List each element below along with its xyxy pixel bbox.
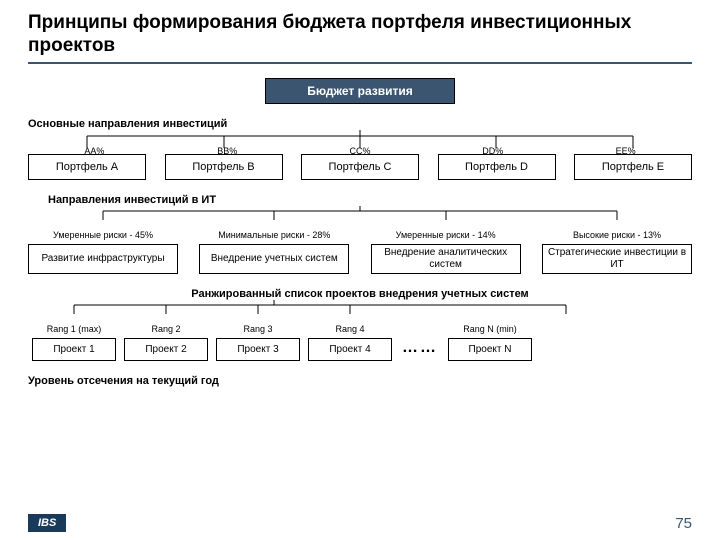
project-3: Проект 3: [216, 338, 300, 361]
slide-title: Принципы формирования бюджета портфеля и…: [28, 12, 692, 58]
portfolio-b: Портфель B: [165, 154, 283, 180]
cutoff-label: Уровень отсечения на текущий год: [28, 375, 692, 387]
project-n: Проект N: [448, 338, 532, 361]
portfolio-e: Портфель E: [574, 154, 692, 180]
connector-it-to-projects: [28, 300, 692, 314]
rang-n-label: Rang N (min): [444, 324, 536, 334]
section-main-directions: Основные направления инвестиций: [28, 118, 692, 130]
portfolio-c: Портфель C: [301, 154, 419, 180]
connector-portfolio-to-it: [28, 206, 692, 220]
risk-row: Умеренные риски - 45% Минимальные риски …: [28, 230, 692, 241]
rang-1-label: Rang 1 (max): [28, 324, 120, 334]
it-row: Развитие инфраструктуры Внедрение учетны…: [28, 244, 692, 274]
rang-4-label: Rang 4: [304, 324, 396, 334]
section-it-directions: Направления инвестиций в ИТ: [48, 194, 692, 206]
projects-row: Rang 1 (max) Проект 1 Rang 2 Проект 2 Ra…: [28, 324, 692, 361]
project-1: Проект 1: [32, 338, 116, 361]
it-analytics: Внедрение аналитических систем: [371, 244, 521, 274]
title-rule: [28, 62, 692, 64]
it-infra: Развитие инфраструктуры: [28, 244, 178, 274]
portfolio-d: Портфель D: [438, 154, 556, 180]
it-strategic: Стратегические инвестиции в ИТ: [542, 244, 692, 274]
risk-3: Умеренные риски - 14%: [371, 230, 521, 241]
risk-2: Минимальные риски - 28%: [199, 230, 349, 241]
footer: IBS 75: [28, 514, 692, 532]
portfolio-a: Портфель A: [28, 154, 146, 180]
risk-4: Высокие риски - 13%: [542, 230, 692, 241]
rang-3-label: Rang 3: [212, 324, 304, 334]
rang-2-label: Rang 2: [120, 324, 212, 334]
page-number: 75: [675, 515, 692, 532]
project-2: Проект 2: [124, 338, 208, 361]
risk-1: Умеренные риски - 45%: [28, 230, 178, 241]
root-node: Бюджет развития: [265, 78, 455, 104]
portfolio-row: Портфель A Портфель B Портфель C Портфел…: [28, 154, 692, 180]
it-accounting: Внедрение учетных систем: [199, 244, 349, 274]
rank-title: Ранжированный список проектов внедрения …: [28, 288, 692, 300]
dots: ……: [396, 329, 444, 357]
project-4: Проект 4: [308, 338, 392, 361]
logo: IBS: [28, 514, 66, 532]
